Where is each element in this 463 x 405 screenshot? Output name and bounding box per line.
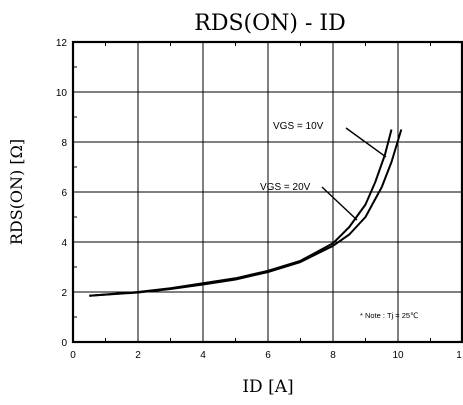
y-tick-label: 6 bbox=[61, 188, 67, 199]
x-tick-label: 6 bbox=[265, 350, 271, 361]
y-axis-label: RDS(ON) [Ω] bbox=[7, 139, 26, 245]
x-tick-label: 8 bbox=[330, 350, 336, 361]
y-tick-label: 4 bbox=[61, 238, 67, 249]
y-tick-label: 2 bbox=[61, 288, 67, 299]
series2-leader-line bbox=[321, 186, 358, 221]
plot-frame bbox=[71, 40, 463, 344]
y-tick-label: 8 bbox=[61, 138, 67, 149]
y-tick-label: 12 bbox=[56, 38, 68, 49]
curves bbox=[89, 129, 403, 297]
y-tick-label: 0 bbox=[61, 338, 67, 349]
temperature-note: * Note : Tj = 25℃ bbox=[360, 311, 419, 320]
series1-leader-line bbox=[345, 127, 387, 158]
y-tick-label: 10 bbox=[56, 88, 68, 99]
x-tick-label: 2 bbox=[135, 350, 141, 361]
x-tick-labels: 0 2 4 6 8 10 1 bbox=[70, 350, 462, 361]
x-tick-label: 0 bbox=[70, 350, 76, 361]
y-tick-labels: 0 2 4 6 8 10 12 bbox=[56, 38, 68, 349]
x-tick-label: 10 bbox=[392, 350, 404, 361]
x-tick-label: 1 bbox=[456, 350, 462, 361]
series2-label: VGS = 20V bbox=[260, 182, 311, 193]
x-axis-label: ID [A] bbox=[242, 377, 293, 397]
x-tick-label: 4 bbox=[200, 350, 206, 361]
chart-title: RDS(ON) - ID bbox=[194, 11, 345, 36]
series-line-2 bbox=[89, 129, 403, 297]
series1-label: VGS = 10V bbox=[273, 121, 324, 132]
series-line-1 bbox=[89, 129, 393, 297]
